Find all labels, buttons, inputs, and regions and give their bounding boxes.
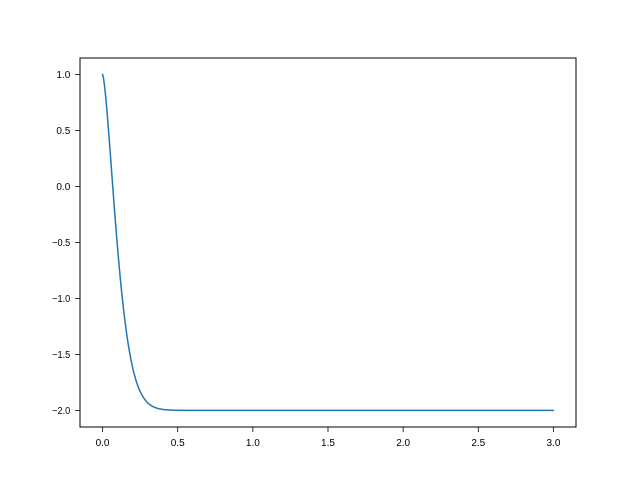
- svg-text:2.5: 2.5: [471, 438, 485, 449]
- svg-text:0.5: 0.5: [171, 438, 185, 449]
- svg-text:0.5: 0.5: [56, 126, 70, 137]
- svg-text:−2.0: −2.0: [52, 406, 70, 417]
- svg-text:2.0: 2.0: [396, 438, 410, 449]
- svg-text:1.0: 1.0: [246, 438, 260, 449]
- svg-text:0.0: 0.0: [96, 438, 110, 449]
- svg-text:1.0: 1.0: [56, 70, 70, 81]
- svg-text:−0.5: −0.5: [52, 238, 70, 249]
- svg-text:1.5: 1.5: [321, 438, 335, 449]
- svg-text:3.0: 3.0: [547, 438, 561, 449]
- svg-text:−1.5: −1.5: [52, 350, 70, 361]
- svg-text:0.0: 0.0: [56, 182, 70, 193]
- svg-text:−1.0: −1.0: [52, 294, 70, 305]
